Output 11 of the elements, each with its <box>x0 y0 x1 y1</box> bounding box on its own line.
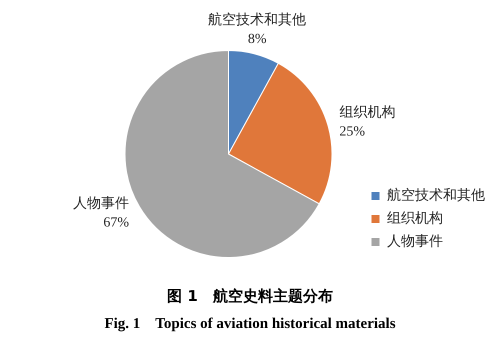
legend-label: 航空技术和其他 <box>387 188 485 204</box>
slice-label: 组织机构 <box>339 104 396 120</box>
text: Fig. 1 Topics of aviation historical materials <box>103 315 397 333</box>
data-label: 67% <box>103 215 130 230</box>
slice-label: 航空技术和其他 <box>208 12 306 28</box>
data-label: 25% <box>339 124 366 140</box>
legend-label: 组织机构 <box>387 210 443 227</box>
text: 图 1 航空史料主题分布 <box>166 287 334 306</box>
slice-label: 人物事件 <box>73 195 130 212</box>
legend-label: 人物事件 <box>387 234 443 250</box>
data-label: 8% <box>248 32 267 47</box>
